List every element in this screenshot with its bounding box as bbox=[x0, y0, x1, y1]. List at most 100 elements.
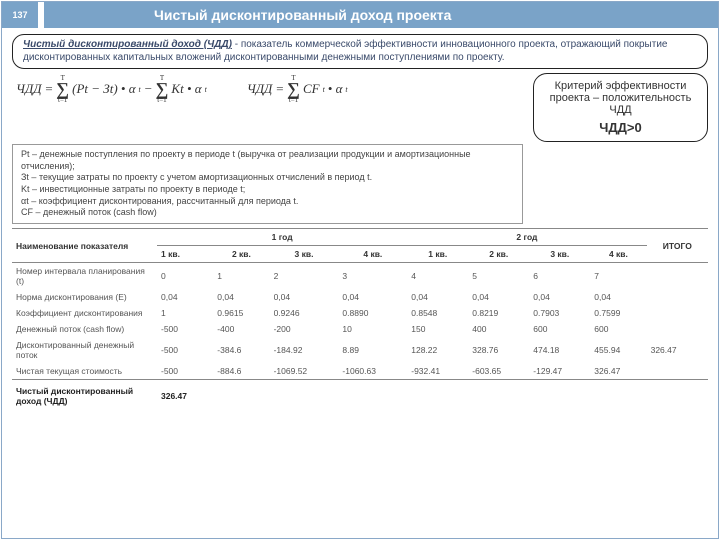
table-row: Номер интервала планирования (t)01234567 bbox=[12, 263, 708, 290]
cell: 0,04 bbox=[338, 289, 407, 305]
sigma-icon: T ∑ t=1 bbox=[156, 75, 169, 104]
cell: 0,04 bbox=[270, 289, 339, 305]
cell: 326.47 bbox=[590, 363, 646, 380]
equals: = bbox=[45, 81, 54, 97]
formula-2: ЧДД = T ∑ t=1 CFt • αt bbox=[247, 75, 348, 104]
col-year1: 1 год bbox=[157, 229, 407, 246]
formula-area: ЧДД = T ∑ t=1 (Pt − Зt) • αt − T ∑ t=1 K… bbox=[12, 73, 523, 142]
row-name: Денежный поток (cash flow) bbox=[12, 321, 157, 337]
cell bbox=[647, 321, 708, 337]
cell: 0.9615 bbox=[213, 305, 269, 321]
cell bbox=[647, 363, 708, 380]
formula2-cf: CF bbox=[303, 81, 320, 97]
table-row: Дисконтированный денежный поток-500-384.… bbox=[12, 337, 708, 363]
col-total: ИТОГО bbox=[647, 229, 708, 263]
cell: 0.7599 bbox=[590, 305, 646, 321]
table-row: Коэффициент дисконтирования10.96150.9246… bbox=[12, 305, 708, 321]
table-row: Чистая текущая стоимость-500-884.6-1069.… bbox=[12, 363, 708, 380]
definition-term: Чистый дисконтированный доход (ЧДД) bbox=[23, 39, 232, 50]
cell: -884.6 bbox=[213, 363, 269, 380]
cell: 0,04 bbox=[529, 289, 590, 305]
formula1-term1: (Pt − Зt) • α bbox=[72, 81, 135, 97]
cell: -932.41 bbox=[407, 363, 468, 380]
row-name: Номер интервала планирования (t) bbox=[12, 263, 157, 290]
row-name: Дисконтированный денежный поток bbox=[12, 337, 157, 363]
cell: 0,04 bbox=[590, 289, 646, 305]
cell: 1 bbox=[213, 263, 269, 290]
formula-row: ЧДД = T ∑ t=1 (Pt − Зt) • αt − T ∑ t=1 K… bbox=[12, 73, 708, 142]
cell: -400 bbox=[213, 321, 269, 337]
criteria-text: Критерий эффективности проекта – положит… bbox=[542, 80, 699, 116]
cell: -500 bbox=[157, 363, 213, 380]
legend-box: Pt – денежные поступления по проекту в п… bbox=[12, 144, 523, 224]
data-table: Наименование показателя 1 год 2 год ИТОГ… bbox=[12, 228, 708, 409]
formula2-lhs: ЧДД bbox=[247, 81, 273, 97]
formula2-alpha: • α bbox=[328, 81, 343, 97]
cell: 326.47 bbox=[647, 337, 708, 363]
cell: 600 bbox=[529, 321, 590, 337]
legend-line: Pt – денежные поступления по проекту в п… bbox=[21, 149, 514, 172]
cell bbox=[647, 289, 708, 305]
cell: -603.65 bbox=[468, 363, 529, 380]
cell: 474.18 bbox=[529, 337, 590, 363]
criteria-box: Критерий эффективности проекта – положит… bbox=[533, 73, 708, 142]
row-name: Норма дисконтирования (Е) bbox=[12, 289, 157, 305]
cell: 6 bbox=[529, 263, 590, 290]
page-title: Чистый дисконтированный доход проекта bbox=[44, 2, 718, 28]
legend-line: CF – денежный поток (cash flow) bbox=[21, 207, 514, 219]
sigma-icon: T ∑ t=1 bbox=[56, 75, 69, 104]
cell: 0,04 bbox=[157, 289, 213, 305]
cell: 455.94 bbox=[590, 337, 646, 363]
equals: = bbox=[275, 81, 284, 97]
cell: 326.47 bbox=[157, 380, 213, 410]
cell: 0 bbox=[157, 263, 213, 290]
cell bbox=[647, 305, 708, 321]
cell: 328.76 bbox=[468, 337, 529, 363]
row-name: Чистый дисконтированный доход (ЧДД) bbox=[12, 380, 157, 410]
cell: 0,04 bbox=[213, 289, 269, 305]
legend-line: αt – коэффициент дисконтирования, рассчи… bbox=[21, 196, 514, 208]
sigma-icon: T ∑ t=1 bbox=[287, 75, 300, 104]
cell: 400 bbox=[468, 321, 529, 337]
cell: -1060.63 bbox=[338, 363, 407, 380]
cell: 0,04 bbox=[407, 289, 468, 305]
cell: 0.8890 bbox=[338, 305, 407, 321]
cell: 10 bbox=[338, 321, 407, 337]
cell: -184.92 bbox=[270, 337, 339, 363]
page-number-badge: 137 bbox=[2, 2, 38, 28]
cell: 150 bbox=[407, 321, 468, 337]
cell: -129.47 bbox=[529, 363, 590, 380]
cell: 0,04 bbox=[468, 289, 529, 305]
formula1-lhs: ЧДД bbox=[16, 81, 42, 97]
legend-line: Kt – инвестиционные затраты по проекту в… bbox=[21, 184, 514, 196]
minus: − bbox=[144, 81, 153, 97]
cell: 0.8219 bbox=[468, 305, 529, 321]
header: 137 Чистый дисконтированный доход проект… bbox=[2, 2, 718, 28]
cell: 128.22 bbox=[407, 337, 468, 363]
cell: 8.89 bbox=[338, 337, 407, 363]
cell: 600 bbox=[590, 321, 646, 337]
cell: 0.8548 bbox=[407, 305, 468, 321]
cell: 2 bbox=[270, 263, 339, 290]
cell: -384.6 bbox=[213, 337, 269, 363]
formula1-term2: Kt • α bbox=[171, 81, 201, 97]
page-frame: 137 Чистый дисконтированный доход проект… bbox=[1, 1, 719, 539]
row-name: Коэффициент дисконтирования bbox=[12, 305, 157, 321]
cell: 0.7903 bbox=[529, 305, 590, 321]
cell: -200 bbox=[270, 321, 339, 337]
col-indicator: Наименование показателя bbox=[12, 229, 157, 263]
table-row-final: Чистый дисконтированный доход (ЧДД)326.4… bbox=[12, 380, 708, 410]
definition-box: Чистый дисконтированный доход (ЧДД) - по… bbox=[12, 34, 708, 69]
table-row: Норма дисконтирования (Е)0,040,040,040,0… bbox=[12, 289, 708, 305]
table-row: Денежный поток (cash flow)-500-400-20010… bbox=[12, 321, 708, 337]
row-name: Чистая текущая стоимость bbox=[12, 363, 157, 380]
cell bbox=[647, 263, 708, 290]
col-year2: 2 год bbox=[407, 229, 646, 246]
cell: 1 bbox=[157, 305, 213, 321]
cell: 4 bbox=[407, 263, 468, 290]
cell: 5 bbox=[468, 263, 529, 290]
legend-line: Зt – текущие затраты по проекту с учетом… bbox=[21, 172, 514, 184]
cell: -500 bbox=[157, 321, 213, 337]
cell: 7 bbox=[590, 263, 646, 290]
cell: -500 bbox=[157, 337, 213, 363]
